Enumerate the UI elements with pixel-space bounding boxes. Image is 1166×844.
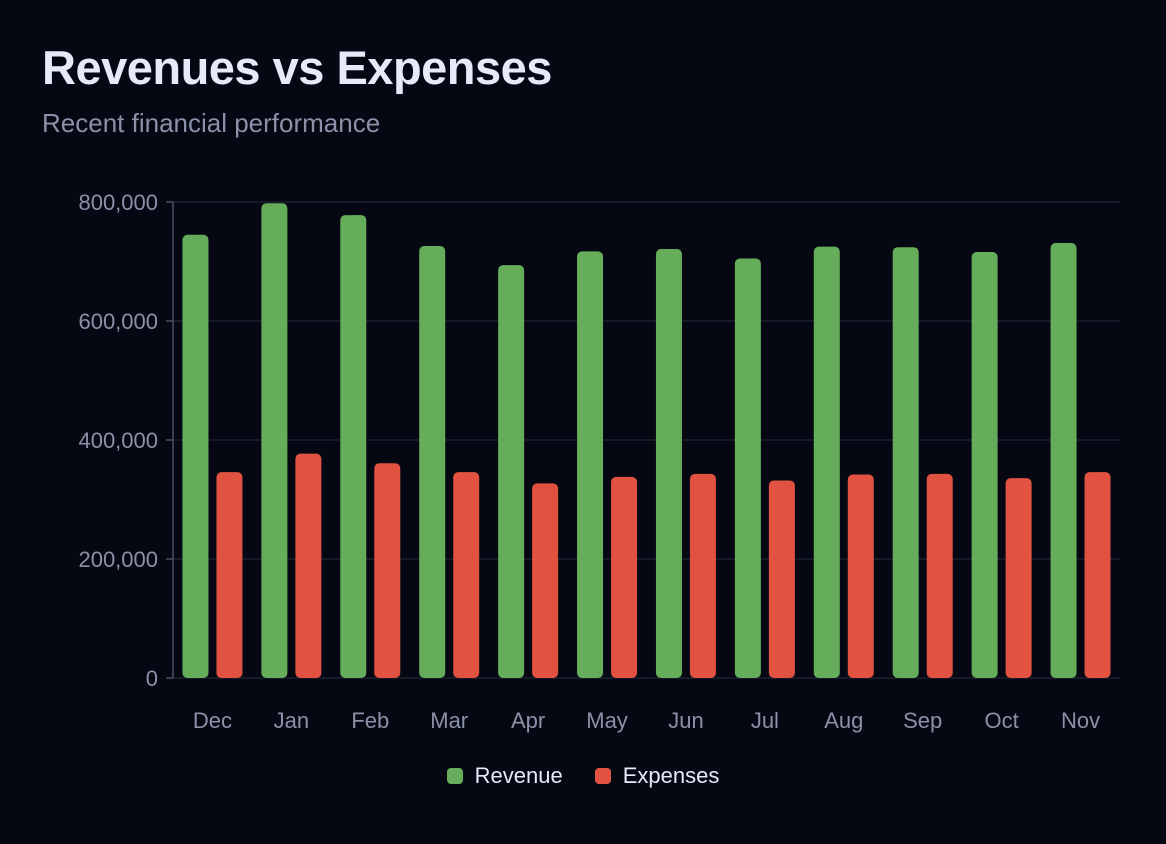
y-tick-label: 600,000 [78,309,158,334]
axes [166,201,174,679]
bar-expenses-nov[interactable] [1084,472,1111,678]
y-tick-label: 400,000 [78,428,158,453]
bar-revenue-may[interactable] [577,251,604,678]
chart-subtitle: Recent financial performance [42,108,381,138]
bar-expenses-oct[interactable] [1005,478,1032,678]
bar-expenses-mar[interactable] [453,472,480,678]
x-axis-ticks: Dec Jan Feb Mar Apr May Jun Jul Aug Sep Oct Nov [193,708,1100,733]
y-tick-label: 0 [146,666,158,691]
x-tick-label: Jan [274,708,309,733]
bar-revenue-mar[interactable] [419,246,446,678]
x-tick-label: Aug [824,708,863,733]
bar-revenue-sep[interactable] [892,247,919,678]
x-tick-label: Nov [1061,708,1100,733]
legend: Revenue Expenses [0,763,1166,789]
y-tick-label: 800,000 [78,190,158,215]
bar-revenue-jun[interactable] [655,249,682,678]
bar-expenses-sep[interactable] [926,473,953,678]
bar-revenue-dec[interactable] [182,234,209,678]
bar-expenses-feb[interactable] [374,463,401,678]
bar-expenses-jan[interactable] [295,453,322,678]
legend-item-revenue[interactable]: Revenue [446,763,563,789]
bar-revenue-apr[interactable] [498,265,525,678]
legend-swatch-expenses [594,768,611,784]
x-tick-label: Mar [430,708,468,733]
bar-revenue-nov[interactable] [1050,243,1077,678]
x-tick-label: Dec [193,708,232,733]
legend-label-revenue: Revenue [474,763,563,788]
bar-chart: 0 200,000 400,000 600,000 800,000 Dec Jan Feb M… [78,190,1120,733]
y-tick-label: 200,000 [78,547,158,572]
x-tick-label: May [586,708,628,733]
bar-expenses-aug[interactable] [847,474,874,678]
bars [182,203,1111,679]
grid-lines [173,201,1120,679]
bar-expenses-jun[interactable] [689,473,716,678]
x-tick-label: Jul [751,708,779,733]
x-tick-label: Sep [903,708,942,733]
bar-expenses-apr[interactable] [532,483,559,678]
legend-swatch-revenue [446,768,463,784]
bar-expenses-jul[interactable] [768,480,795,678]
x-tick-label: Apr [511,708,545,733]
bar-revenue-jul[interactable] [734,258,761,678]
chart-title: Revenues vs Expenses [42,41,552,94]
bar-revenue-jan[interactable] [261,203,288,678]
x-tick-label: Jun [668,708,703,733]
bar-expenses-dec[interactable] [216,472,243,678]
bar-revenue-aug[interactable] [813,246,840,678]
legend-item-expenses[interactable]: Expenses [594,763,720,789]
bar-revenue-feb[interactable] [340,215,367,678]
x-tick-label: Feb [351,708,389,733]
legend-label-expenses: Expenses [622,763,720,788]
bar-revenue-oct[interactable] [971,251,998,679]
x-tick-label: Oct [985,708,1019,733]
y-axis-ticks: 0 200,000 400,000 600,000 800,000 [78,190,158,691]
bar-expenses-may[interactable] [611,476,638,678]
